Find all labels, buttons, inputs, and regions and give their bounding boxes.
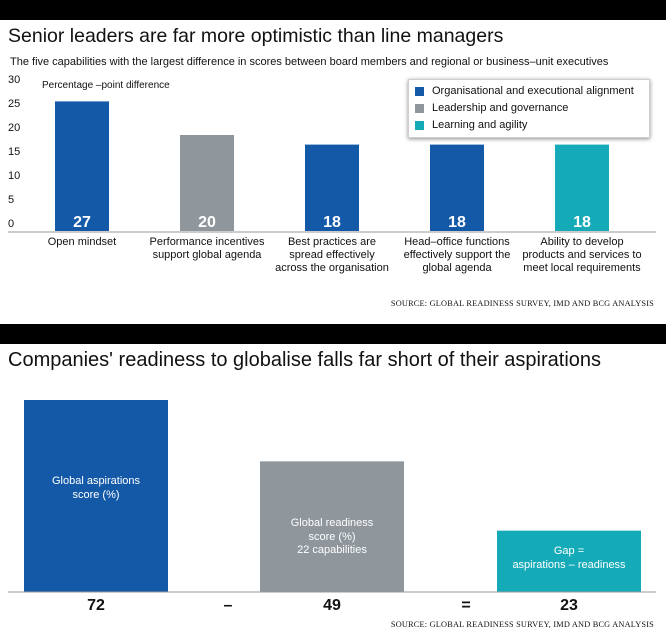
y-tick-label: 25	[8, 98, 20, 110]
legend-item-learning: Learning and agility	[415, 117, 527, 133]
bar-label-line: Gap =	[553, 545, 585, 557]
bar	[555, 144, 609, 231]
bar	[497, 530, 641, 592]
chart2-value-aspirations: 72	[87, 597, 105, 614]
y-tick-label: 10	[8, 170, 20, 182]
chart1-title: Senior leaders are far more optimistic t…	[8, 25, 504, 47]
bar-value-label: 20	[198, 214, 216, 231]
legend-item-alignment: Organisational and executional alignment	[415, 83, 634, 99]
legend-label-learning: Learning and agility	[432, 119, 528, 131]
legend-label-alignment: Organisational and executional alignment	[432, 85, 634, 97]
y-tick-label: 5	[8, 194, 14, 206]
bar	[260, 461, 404, 592]
chart1-subtitle: The five capabilities with the largest d…	[10, 56, 609, 68]
chart2-bar-label-readiness: Global readiness score (%) 22 capabiliti…	[260, 517, 404, 558]
chart1-legend: Organisational and executional alignment…	[408, 79, 650, 138]
y-tick-label: 20	[8, 122, 20, 134]
legend-swatch-learning	[415, 120, 424, 130]
bar-value-label: 18	[573, 214, 591, 231]
chart2-title: Companies' readiness to globalise falls …	[8, 349, 602, 371]
y-tick-label: 15	[8, 146, 20, 158]
bar	[430, 144, 484, 231]
bar-value-label: 18	[323, 214, 341, 231]
chart2-value-gap: 23	[560, 597, 578, 614]
chart1-category-label: Ability to develop products and services…	[522, 236, 642, 274]
y-tick-label: 0	[8, 218, 14, 230]
bar-label-line: score (%)	[72, 488, 120, 501]
legend-label-leadership: Leadership and governance	[432, 102, 569, 114]
legend-swatch-alignment	[415, 86, 424, 96]
bar-label-line: 22 capabilities	[297, 544, 367, 556]
bar-label-line: Global readiness	[290, 517, 374, 529]
bar	[55, 101, 109, 232]
legend-swatch-leadership	[415, 103, 424, 113]
chart1-source: SOURCE: GLOBAL READINESS SURVEY, IMD AND…	[390, 299, 654, 308]
chart2-bar-label-aspirations: Global aspirations score (%)	[24, 475, 168, 502]
chart1-category-label: Head–office functions effectively suppor…	[403, 236, 511, 274]
bar-label-line: aspirations – readiness	[512, 558, 626, 571]
y-axis-label: Percentage –point difference	[42, 80, 170, 91]
chart2-bar-label-gap: Gap = aspirations – readiness	[497, 545, 641, 572]
bar	[180, 135, 234, 231]
bar-value-label: 27	[73, 214, 91, 231]
chart1-svg: Percentage –point difference 0 5 10 15 20 25 30…	[8, 74, 656, 233]
chart1-category-label: Best practices are spread effectively ac…	[275, 236, 389, 274]
mid-divider-bar	[0, 324, 666, 344]
bar-value-label: 18	[448, 214, 466, 231]
chart2-value-readiness: 49	[323, 597, 341, 614]
chart2-equals-operator: =	[461, 597, 471, 614]
bar	[24, 400, 168, 592]
bar	[305, 144, 359, 231]
legend-item-leadership: Leadership and governance	[415, 100, 568, 116]
y-tick-label: 30	[8, 74, 20, 86]
bar-label-line: Global aspirations	[51, 475, 141, 487]
chart2-minus-operator: –	[223, 597, 233, 614]
chart1-category-label: Open mindset	[47, 236, 117, 248]
bar-label-line: score (%)	[308, 530, 356, 543]
chart1-category-label: Performance incentives support global ag…	[149, 236, 265, 261]
chart2-source: SOURCE: GLOBAL READINESS SURVEY, IMD AND…	[390, 620, 654, 629]
top-divider-bar	[0, 0, 666, 20]
